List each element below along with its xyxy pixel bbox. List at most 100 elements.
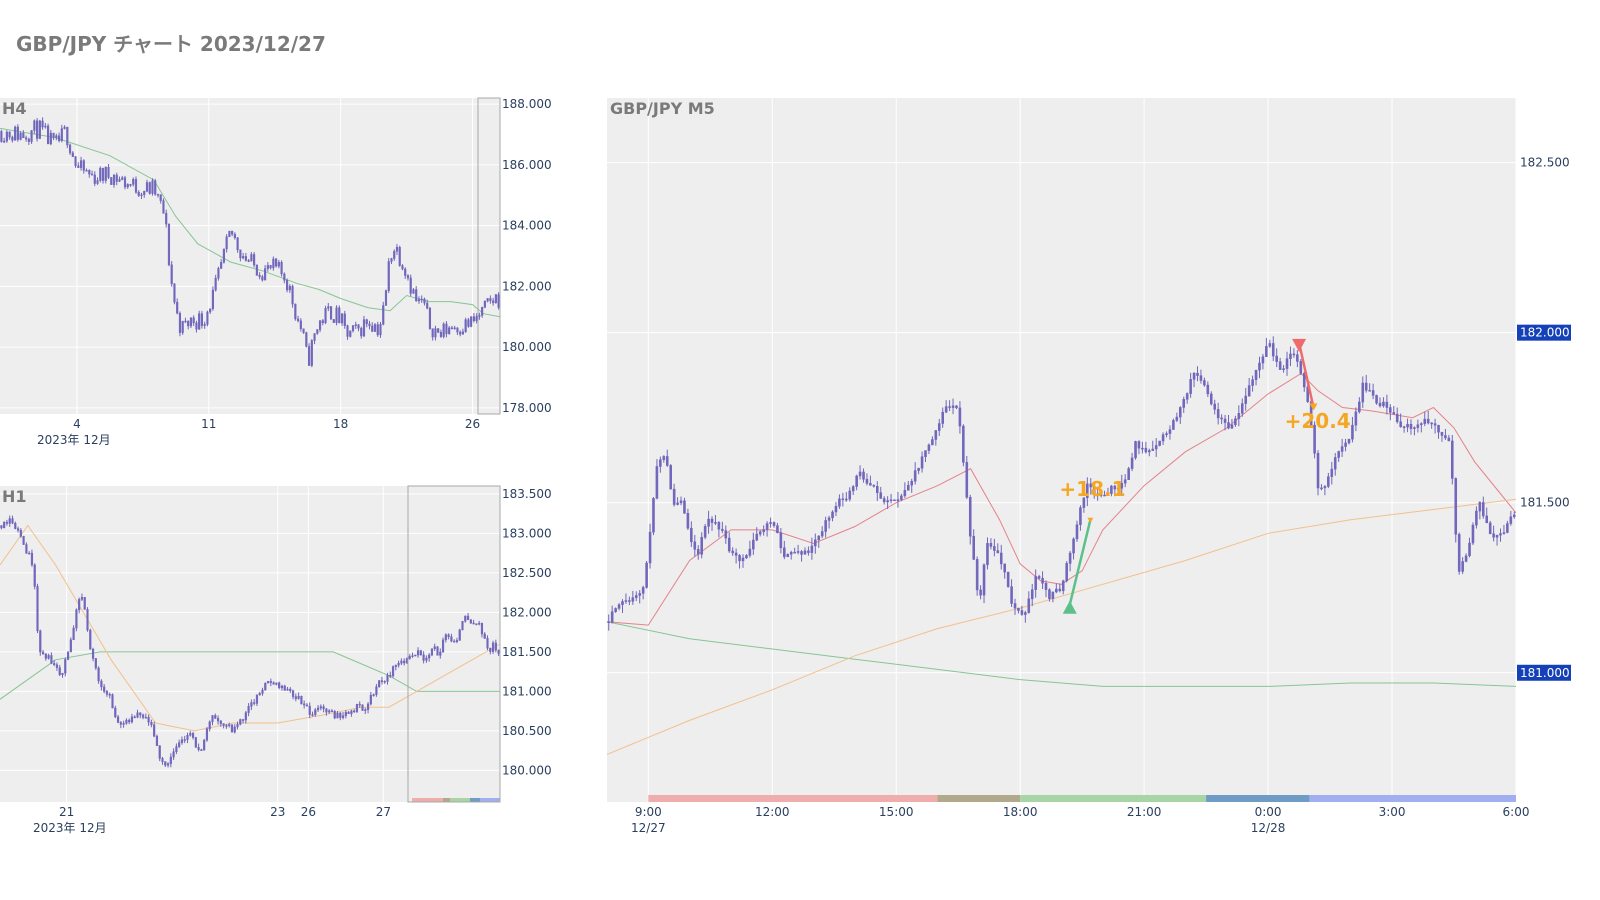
candle-body <box>755 533 759 541</box>
candle-body <box>100 680 103 688</box>
candle-body <box>1482 502 1485 517</box>
candle-body <box>390 258 393 262</box>
x-tick-label: 21:00 <box>1127 805 1162 819</box>
candle-body <box>79 160 83 168</box>
session-band <box>443 798 450 802</box>
candle-body <box>169 756 172 764</box>
candle-body <box>924 450 927 457</box>
candle-body <box>464 319 467 333</box>
candle-body <box>136 712 139 718</box>
candle-body <box>16 528 20 531</box>
candle-body <box>624 600 628 602</box>
session-band <box>1206 795 1310 802</box>
candle-body <box>329 306 333 320</box>
candle-body <box>357 324 360 329</box>
candle-body <box>289 688 292 691</box>
candle-body <box>184 320 187 323</box>
candle-body <box>125 719 128 724</box>
candle-body <box>200 749 203 751</box>
candle-body <box>1485 515 1489 524</box>
candle-body <box>466 615 470 620</box>
candle-body <box>324 308 327 324</box>
candle-body <box>703 526 707 538</box>
candle-body <box>453 640 456 643</box>
candle-body <box>1254 369 1258 380</box>
candle-body <box>239 719 242 725</box>
candle-body <box>83 597 86 610</box>
candle-body <box>765 523 769 530</box>
candle-body <box>1416 424 1420 428</box>
candle-body <box>350 710 353 715</box>
candle-body <box>351 325 355 332</box>
candle-body <box>659 459 662 467</box>
candle-body <box>25 137 28 140</box>
candle-body <box>319 706 322 709</box>
candle-body <box>1216 409 1220 419</box>
candle-body <box>417 299 421 302</box>
candle-body <box>57 135 61 141</box>
candle-body <box>1168 429 1172 434</box>
candle-body <box>33 120 36 131</box>
candle-body <box>631 597 635 602</box>
candle-body <box>318 320 322 330</box>
candle-body <box>472 316 475 321</box>
candle-body <box>8 518 11 524</box>
candle-body <box>194 737 197 748</box>
x-tick-label: 11 <box>201 417 216 431</box>
candle-body <box>1075 524 1079 540</box>
candle-body <box>412 289 415 294</box>
candle-body <box>1316 452 1320 489</box>
candle-body <box>66 126 69 146</box>
candle-body <box>264 682 267 691</box>
candle-body <box>1240 403 1244 414</box>
h4-chart: 188.000 186.000 184.000 182.000 180.000 178.0… <box>0 97 552 447</box>
candle-body <box>455 640 459 642</box>
candle-body <box>645 562 648 588</box>
candle-body <box>1358 401 1361 413</box>
candle-body <box>865 479 869 484</box>
y-tick-label: 188.000 <box>502 97 552 111</box>
candle-body <box>302 328 305 333</box>
candle-body <box>1378 402 1382 407</box>
candle-body <box>261 689 264 694</box>
x-tick-label: 12:00 <box>755 805 790 819</box>
candle-body <box>448 327 451 335</box>
candle-body <box>470 316 473 327</box>
candle-body <box>19 529 22 537</box>
candle-body <box>1113 485 1117 490</box>
candle-body <box>972 535 975 560</box>
ma-line-ma <box>0 127 501 318</box>
short-exit-marker <box>1309 403 1318 411</box>
candle-body <box>154 180 157 195</box>
candle-body <box>272 258 275 269</box>
candle-body <box>225 725 228 727</box>
candle-body <box>886 500 889 503</box>
candle-body <box>789 551 793 555</box>
candle-body <box>283 685 286 691</box>
candle-body <box>717 522 721 530</box>
candle-body <box>494 642 497 651</box>
candle-body <box>353 710 356 713</box>
candle-body <box>1127 468 1130 480</box>
candle-body <box>786 553 790 558</box>
price-badge-label: 181.000 <box>1520 666 1570 680</box>
candle-body <box>1096 493 1099 496</box>
candle-body <box>450 636 453 642</box>
candle-body <box>1065 563 1068 582</box>
y-tick-label: 180.000 <box>502 763 552 777</box>
long-exit-marker <box>1087 517 1094 523</box>
candle-body <box>77 165 80 168</box>
candle-body <box>114 707 117 718</box>
candle-body <box>841 498 845 501</box>
candle-body <box>848 490 852 500</box>
candle-body <box>492 300 495 304</box>
candle-body <box>414 654 417 657</box>
candle-body <box>378 680 381 688</box>
candle-body <box>283 273 286 281</box>
candle-body <box>1199 375 1203 381</box>
candle-body <box>253 254 256 266</box>
candle-body <box>1141 447 1144 450</box>
candle-body <box>1506 523 1509 533</box>
candle-body <box>1082 497 1086 508</box>
candle-body <box>475 316 478 321</box>
